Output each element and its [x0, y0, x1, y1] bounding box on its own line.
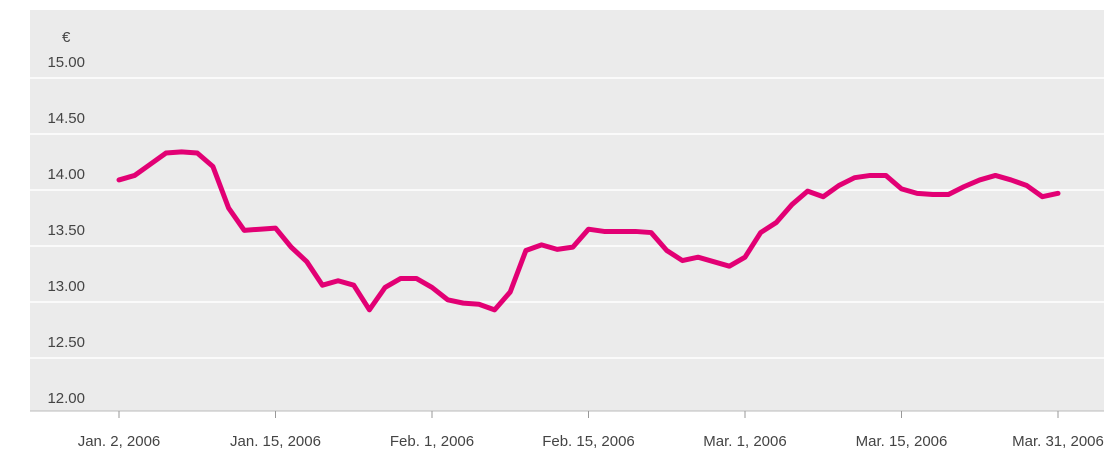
y-tick-label: 15.00	[47, 54, 85, 71]
y-tick-label: 12.00	[47, 390, 85, 407]
x-tick-label: Feb. 15, 2006	[542, 433, 635, 450]
y-tick-label: 14.50	[47, 110, 85, 127]
plot-background	[30, 10, 1104, 411]
x-tick-label: Jan. 2, 2006	[78, 433, 161, 450]
x-tick-label: Mar. 15, 2006	[856, 433, 948, 450]
y-tick-label: 13.50	[47, 222, 85, 239]
unit-label: €	[62, 29, 71, 46]
y-tick-label: 14.00	[47, 166, 85, 183]
y-tick-label: 13.00	[47, 278, 85, 295]
x-tick-label: Mar. 31, 2006	[1012, 433, 1104, 450]
price-line	[116, 149, 1061, 313]
x-tick-label: Feb. 1, 2006	[390, 433, 474, 450]
x-tick-label: Mar. 1, 2006	[703, 433, 786, 450]
x-tick-label: Jan. 15, 2006	[230, 433, 321, 450]
y-tick-label: 12.50	[47, 334, 85, 351]
